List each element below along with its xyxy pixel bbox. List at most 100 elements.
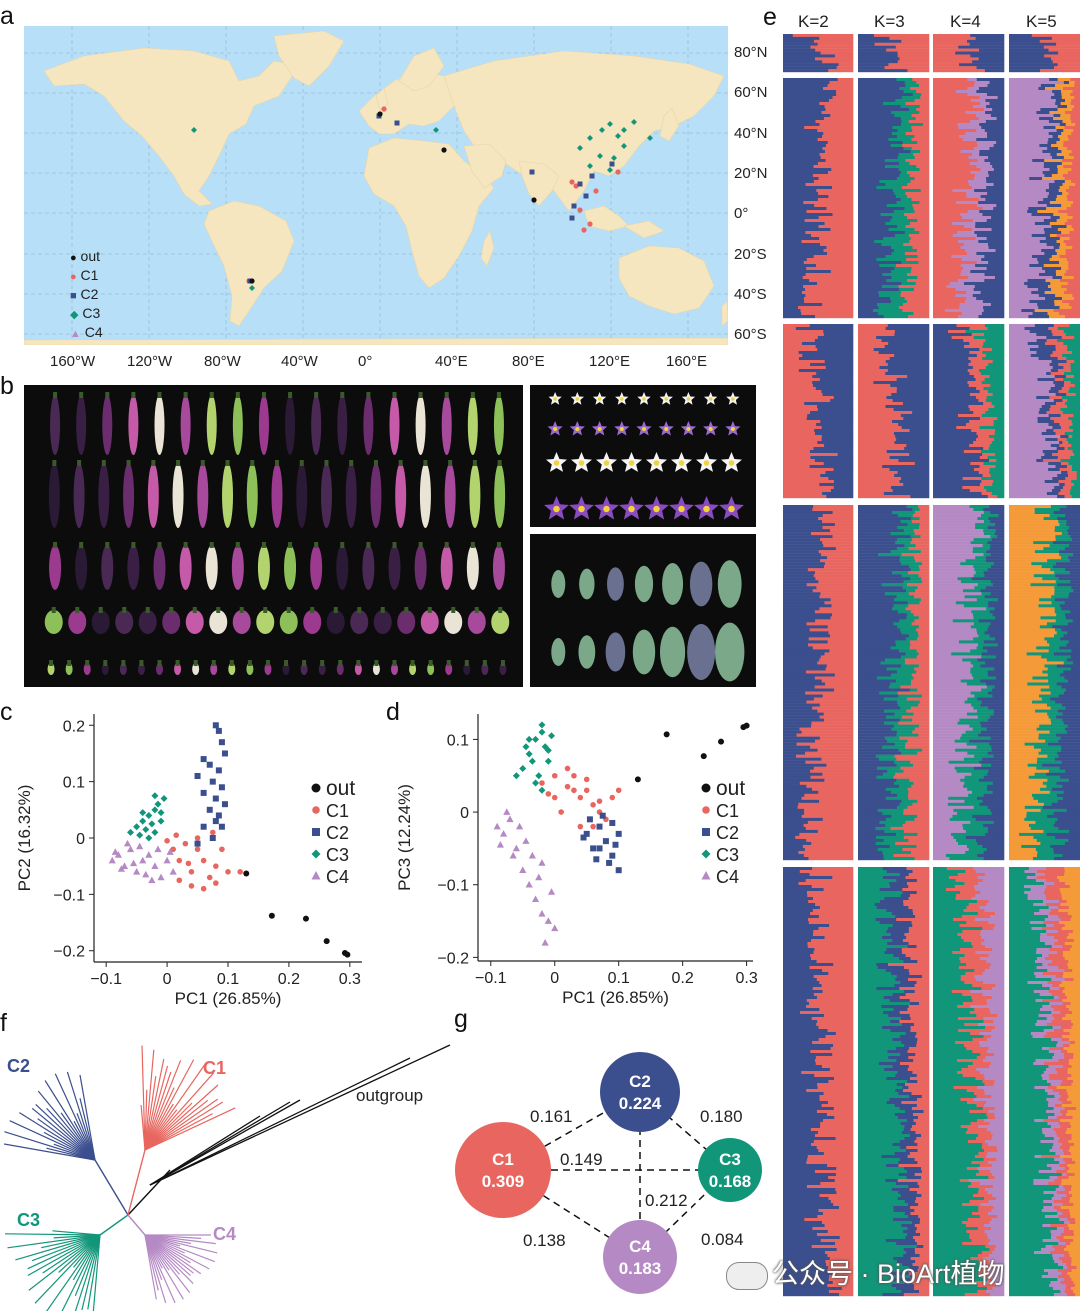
structure-segment [783, 117, 824, 120]
structure-segment [783, 252, 827, 255]
structure-segment [988, 1110, 1004, 1113]
structure-segment [1068, 138, 1080, 141]
structure-segment [899, 285, 930, 288]
structure-segment [918, 574, 929, 577]
structure-segment [888, 1056, 908, 1059]
point-out [303, 916, 309, 922]
structure-segment [933, 309, 945, 312]
structure-segment [1037, 839, 1069, 842]
structure-segment [1040, 625, 1053, 628]
structure-segment [1050, 417, 1068, 420]
structure-segment [894, 354, 929, 357]
structure-segment [858, 1224, 902, 1227]
structure-segment [1064, 384, 1075, 387]
structure-segment [915, 559, 929, 562]
structure-segment [1009, 622, 1047, 625]
structure-segment [912, 114, 930, 117]
fruit-shape [148, 463, 159, 528]
structure-segment [980, 1044, 1004, 1047]
fruit-stem [75, 607, 79, 613]
legend-marker-c2 [702, 828, 710, 836]
structure-segment [900, 1107, 913, 1110]
structure-segment [1065, 547, 1080, 550]
structure-segment [1037, 876, 1058, 879]
structure-segment [783, 258, 807, 261]
point-c3 [545, 758, 552, 765]
structure-segment [933, 450, 964, 453]
fruit-stem [465, 660, 469, 666]
structure-segment [976, 746, 991, 749]
structure-segment [892, 252, 906, 255]
structure-segment [977, 204, 997, 207]
panel-label-a: a [0, 2, 14, 31]
structure-segment [1036, 459, 1043, 462]
structure-segment [783, 138, 818, 141]
structure-segment [783, 342, 802, 345]
structure-segment [910, 541, 929, 544]
structure-segment [917, 1038, 929, 1041]
fruit-stem [340, 542, 344, 548]
structure-segment [1028, 981, 1048, 984]
structure-segment [804, 297, 853, 300]
structure-segment [1046, 1032, 1070, 1035]
point-c3 [538, 721, 545, 728]
structure-segment [1009, 574, 1034, 577]
structure-segment [830, 399, 853, 402]
structure-segment [903, 939, 929, 942]
structure-segment [1009, 441, 1059, 444]
structure-segment [984, 1035, 992, 1038]
structure-segment [817, 710, 853, 713]
structure-segment [858, 607, 892, 610]
structure-segment [1052, 477, 1065, 480]
structure-segment [1033, 836, 1055, 839]
structure-segment [979, 369, 1004, 372]
structure-segment [858, 969, 886, 972]
structure-segment [966, 1224, 984, 1227]
leaf-shape [551, 570, 565, 598]
fruit-stem [53, 542, 57, 548]
structure-segment [977, 797, 1004, 800]
leaf-shape [607, 567, 624, 601]
structure-segment [973, 411, 985, 414]
structure-segment [858, 894, 901, 897]
structure-segment [903, 1089, 929, 1092]
structure-segment [835, 673, 853, 676]
structure-segment [1009, 637, 1045, 640]
structure-segment [986, 1155, 1004, 1158]
fruit-stem [314, 392, 318, 398]
structure-segment [1072, 538, 1080, 541]
structure-segment [910, 761, 929, 764]
map-point-c2 [570, 216, 575, 221]
structure-segment [975, 174, 989, 177]
structure-segment [783, 746, 810, 749]
structure-segment [1009, 716, 1049, 719]
structure-segment [1056, 432, 1066, 435]
structure-segment [783, 1008, 820, 1011]
structure-segment [783, 1191, 837, 1194]
structure-segment [858, 147, 904, 150]
structure-segment [783, 1116, 835, 1119]
structure-segment [909, 969, 930, 972]
structure-segment [890, 999, 910, 1002]
structure-segment [946, 854, 978, 857]
structure-segment [858, 972, 891, 975]
fruit-stem [139, 660, 143, 666]
structure-segment [969, 384, 991, 387]
point-c3 [158, 809, 165, 816]
structure-segment [1054, 824, 1080, 827]
structure-segment [1072, 969, 1080, 972]
structure-segment [810, 770, 853, 773]
structure-segment [964, 243, 988, 246]
structure-segment [906, 258, 929, 261]
structure-segment [922, 1170, 929, 1173]
structure-segment [984, 309, 1005, 312]
structure-segment [909, 120, 930, 123]
structure-segment [911, 1026, 930, 1029]
structure-segment [1009, 978, 1052, 981]
structure-segment [1047, 755, 1058, 758]
structure-segment [911, 138, 929, 141]
structure-segment [991, 303, 1004, 306]
structure-segment [1049, 423, 1060, 426]
structure-segment [994, 420, 1005, 423]
